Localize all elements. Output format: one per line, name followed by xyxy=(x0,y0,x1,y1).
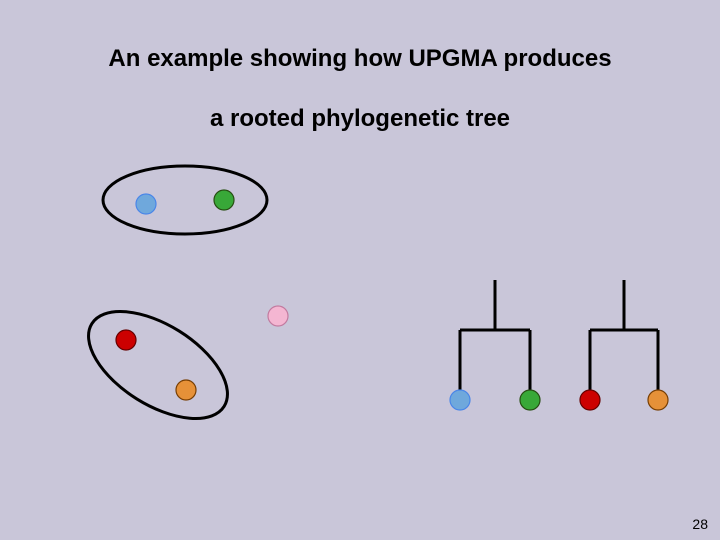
leaf-orange xyxy=(648,390,668,410)
grp-bot xyxy=(71,290,246,441)
cluster-ellipses xyxy=(71,166,267,440)
n-red xyxy=(116,330,136,350)
n-green xyxy=(214,190,234,210)
n-pink xyxy=(268,306,288,326)
n-blue xyxy=(136,194,156,214)
tree-leaves xyxy=(450,390,668,410)
leaf-blue xyxy=(450,390,470,410)
leaf-green xyxy=(520,390,540,410)
grp-top xyxy=(103,166,267,234)
page-number: 28 xyxy=(692,516,708,532)
leaf-red xyxy=(580,390,600,410)
n-orange xyxy=(176,380,196,400)
diagram-canvas xyxy=(0,0,720,540)
tree-branches xyxy=(460,280,658,390)
scatter-nodes xyxy=(116,190,288,400)
